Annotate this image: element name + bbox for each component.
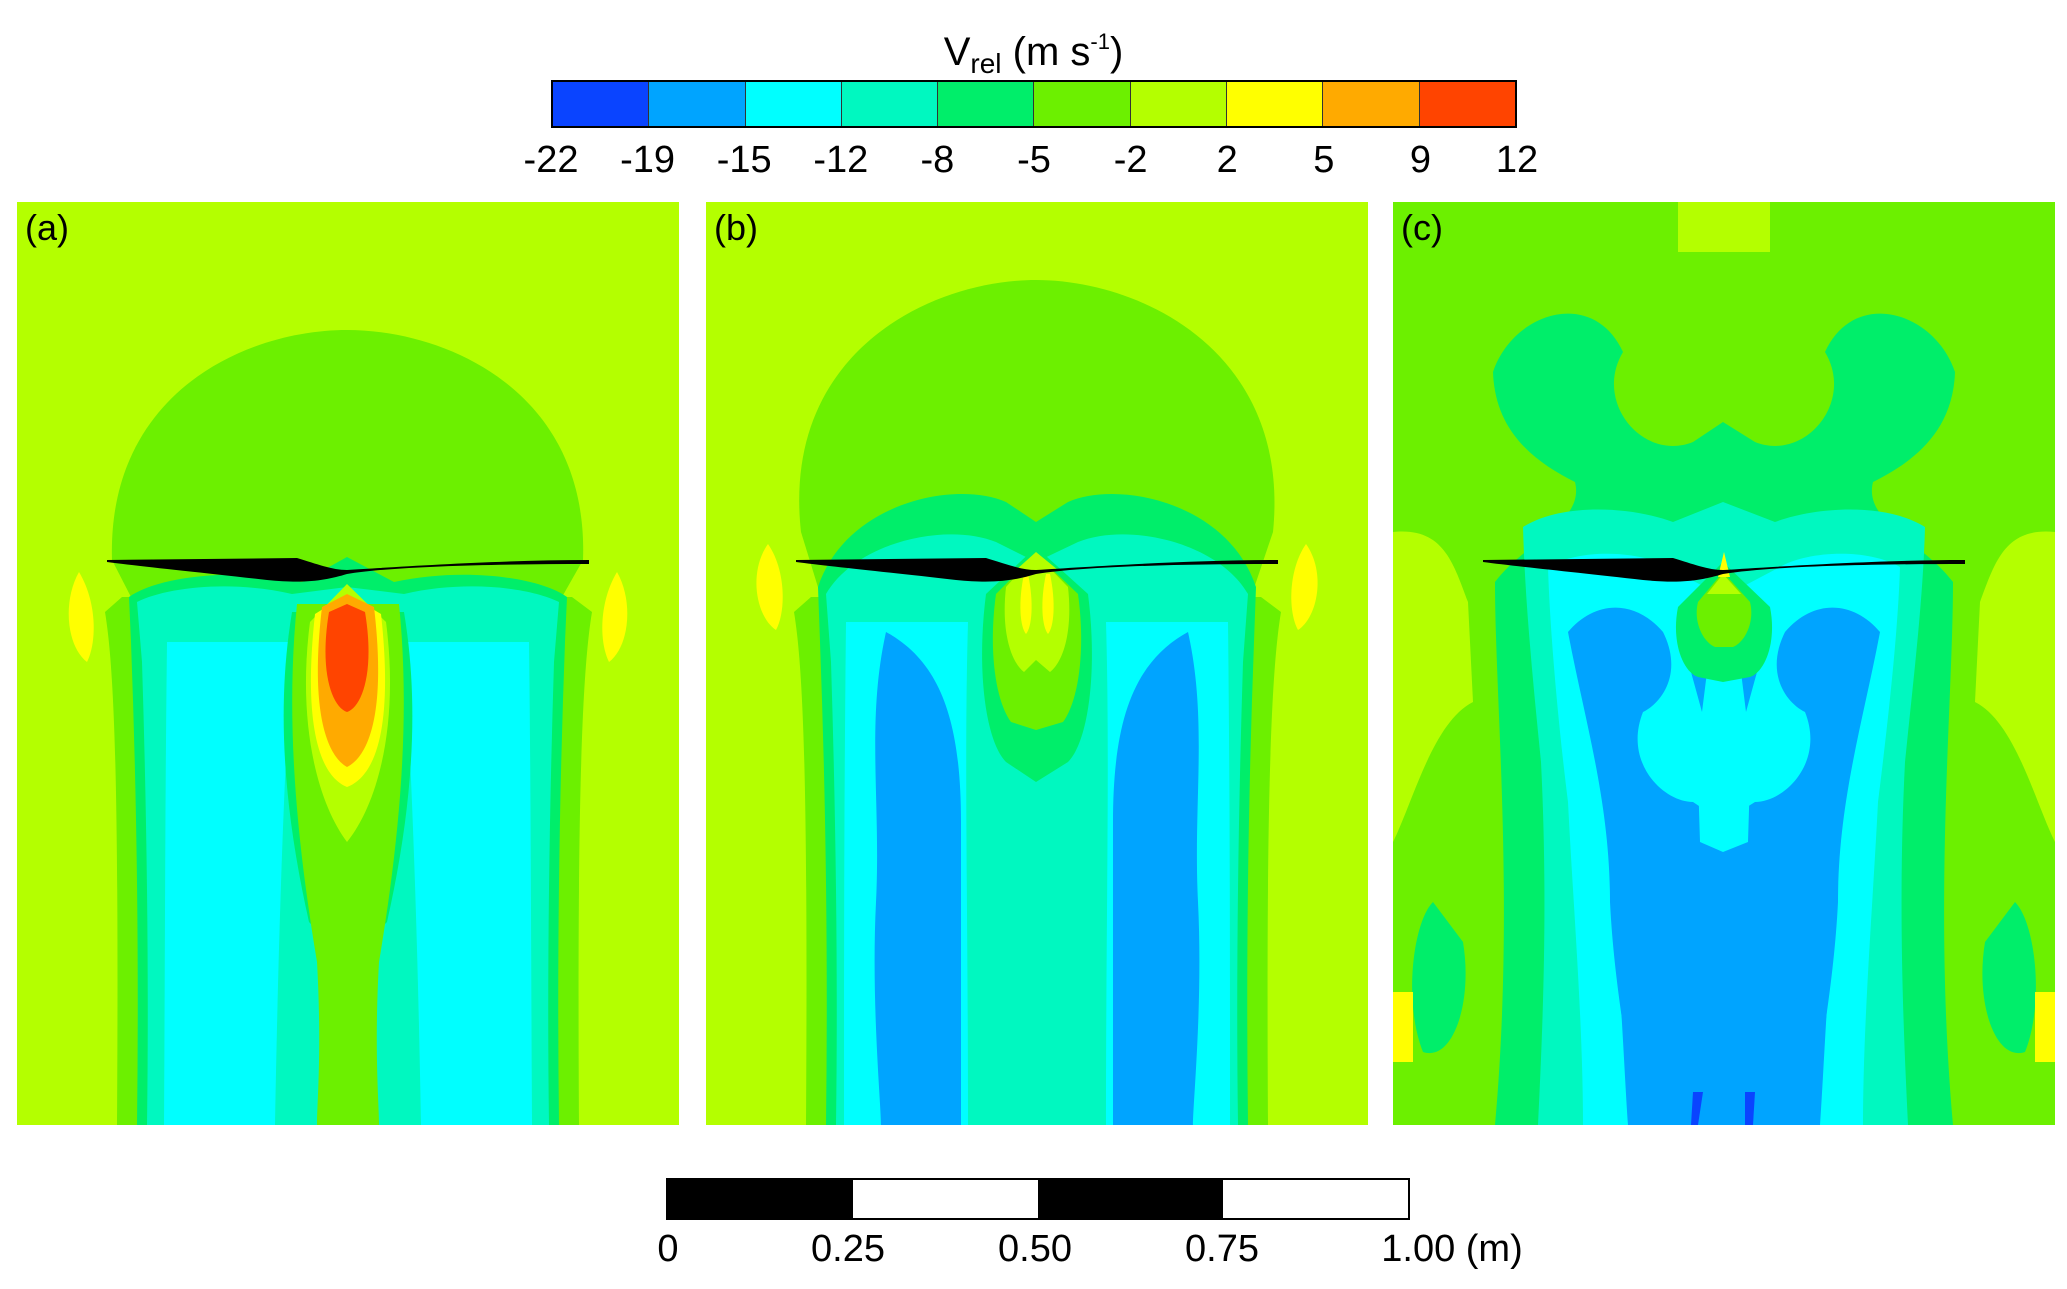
colorbar-tick: 5 bbox=[1313, 139, 1335, 181]
contour-panel-c: (c) bbox=[1393, 202, 2055, 1125]
colorbar-tick: 9 bbox=[1409, 139, 1431, 181]
colorbar-label-sup: -1 bbox=[1090, 29, 1110, 54]
colorbar-segment bbox=[1034, 82, 1131, 126]
scale-bar-segment bbox=[853, 1180, 1038, 1218]
colorbar-label-sub: rel bbox=[970, 48, 1002, 79]
colorbar-tick: -19 bbox=[620, 139, 676, 181]
colorbar-tick: -22 bbox=[523, 139, 579, 181]
colorbar-segment bbox=[841, 82, 939, 126]
colorbar bbox=[551, 80, 1517, 128]
colorbar-label-main: V bbox=[943, 30, 971, 74]
colorbar-tick: -8 bbox=[920, 139, 955, 181]
colorbar-segment bbox=[649, 82, 746, 126]
scale-bar-tick: 0.50 bbox=[998, 1228, 1072, 1270]
scale-bar-segment bbox=[1223, 1180, 1408, 1218]
panel-label-c: (c) bbox=[1401, 207, 1443, 248]
colorbar-tick: 2 bbox=[1216, 139, 1238, 181]
scale-bar-tick: 0.25 bbox=[811, 1228, 885, 1270]
colorbar-title: Vrel (m s-1) bbox=[0, 18, 2067, 88]
contour-panel-b: (b) bbox=[706, 202, 1368, 1125]
colorbar-segment bbox=[938, 82, 1035, 126]
colorbar-segment bbox=[1227, 82, 1324, 126]
scale-bar-tick: 1.00 (m) bbox=[1381, 1228, 1523, 1270]
scale-bar-tick: 0 bbox=[657, 1228, 679, 1270]
colorbar-segment bbox=[553, 82, 650, 126]
scale-bar bbox=[666, 1178, 1410, 1220]
scale-bar-segment bbox=[668, 1180, 853, 1218]
colorbar-tick: 12 bbox=[1495, 139, 1539, 181]
contour-panel-a: (a) bbox=[17, 202, 679, 1125]
panel-label-a: (a) bbox=[25, 207, 69, 248]
colorbar-segment bbox=[1419, 82, 1515, 126]
colorbar-tick: -2 bbox=[1113, 139, 1148, 181]
colorbar-label-unit: (m s bbox=[1001, 30, 1091, 74]
colorbar-tick: -5 bbox=[1017, 139, 1051, 181]
colorbar-label-close: ) bbox=[1109, 30, 1124, 74]
panel-label-b: (b) bbox=[714, 207, 758, 248]
colorbar-segment bbox=[745, 82, 842, 126]
scale-bar-tick: 0.75 bbox=[1185, 1228, 1259, 1270]
colorbar-segment bbox=[1323, 82, 1420, 126]
colorbar-segment bbox=[1130, 82, 1228, 126]
scale-bar-segment bbox=[1038, 1180, 1223, 1218]
colorbar-tick: -12 bbox=[813, 139, 869, 181]
colorbar-tick: -15 bbox=[716, 139, 772, 181]
